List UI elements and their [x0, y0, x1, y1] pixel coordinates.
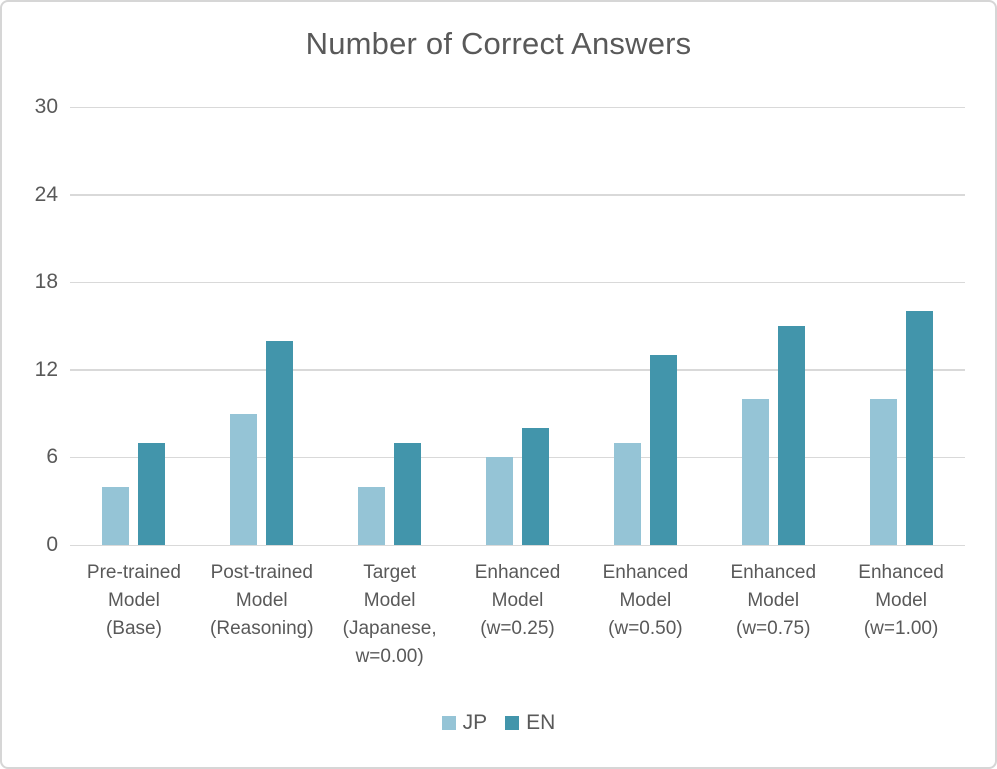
gridline-y-18 [70, 281, 965, 284]
gridline-y-6 [70, 456, 965, 459]
bar-en [394, 442, 422, 545]
y-axis-tick-label: 30 [34, 95, 58, 118]
category-label: Enhanced Model (w=1.00) [858, 562, 944, 639]
bar-jp [741, 399, 769, 545]
bar-jp [486, 457, 513, 545]
y-axis-tick-label: 24 [34, 182, 58, 206]
y-axis-tick-label: 0 [46, 533, 58, 556]
bar-jp [869, 399, 897, 545]
bar-jp [230, 413, 258, 545]
category-group [70, 107, 198, 545]
bar-en [649, 355, 677, 545]
category-group [326, 107, 454, 545]
legend-swatch-jp [441, 716, 456, 730]
legend-item-jp: JP [441, 711, 488, 735]
gridline-y-30 [70, 106, 965, 108]
category-group [837, 107, 965, 545]
chart-title: Number of Correct Answers [305, 26, 692, 61]
y-axis-tick-label: 6 [46, 445, 58, 469]
legend-swatch-en [505, 716, 520, 730]
legend: JP EN [2, 711, 995, 735]
legend-item-en: EN [505, 711, 555, 735]
category-label: Pre-trained Model (Base) [86, 562, 181, 639]
bar-en [905, 311, 933, 545]
category-group [198, 107, 326, 545]
legend-label: EN [526, 711, 556, 734]
category-group [454, 107, 582, 545]
bar-jp [358, 486, 386, 545]
y-axis-tick-label: 12 [34, 357, 58, 381]
y-axis-tick-label: 18 [34, 270, 58, 294]
category-label: Enhanced Model (w=0.75) [730, 562, 817, 639]
bar-en [522, 428, 549, 545]
category-label: Enhanced Model (w=0.25) [474, 562, 561, 639]
gridline-y-0 [70, 544, 965, 546]
legend-label: JP [462, 711, 488, 734]
bar-en [138, 442, 166, 545]
gridline-y-12 [70, 369, 965, 371]
bar-jp [613, 442, 641, 545]
bar-jp [102, 486, 130, 545]
bar-en [266, 340, 294, 545]
category-group [581, 107, 709, 545]
category-label: Target Model (Japanese, w=0.00) [342, 562, 437, 667]
category-group [709, 107, 837, 545]
plot-area [70, 106, 965, 546]
y-axis: 0 6 12 18 24 30 [2, 96, 58, 556]
bar-en [777, 326, 805, 545]
bars-layer [70, 107, 965, 545]
category-label: Post-trained Model (Reasoning) [210, 562, 314, 639]
category-label: Enhanced Model (w=0.50) [602, 562, 689, 639]
x-axis: Pre-trained Model (Base) Post-trained Mod… [70, 559, 965, 671]
gridline-y-24 [70, 194, 965, 196]
